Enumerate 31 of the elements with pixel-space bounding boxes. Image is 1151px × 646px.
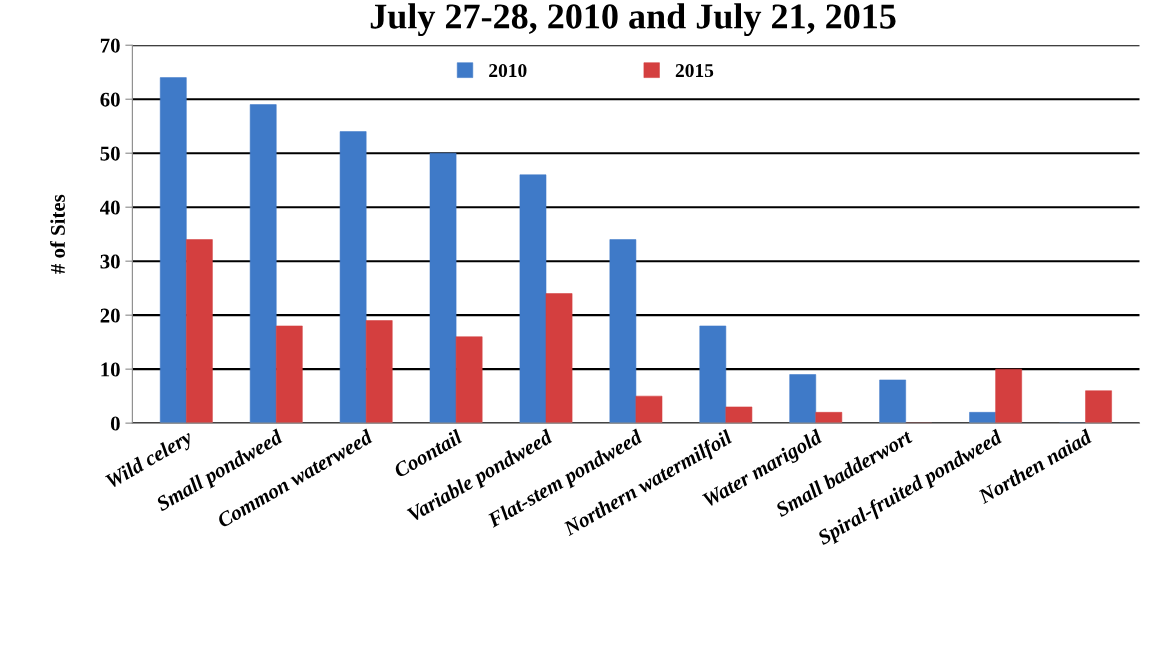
y-tick-label: 40 <box>100 200 120 215</box>
bar <box>186 239 213 424</box>
bar <box>545 293 573 424</box>
bar <box>275 325 303 424</box>
bar <box>609 239 637 424</box>
y-tick-label: 30 <box>100 254 120 269</box>
y-tick-label: 20 <box>100 308 120 323</box>
y-axis-title: # of Sites <box>50 194 65 274</box>
bar <box>249 104 277 424</box>
bar <box>879 379 906 424</box>
bar <box>455 336 483 424</box>
legend-label: 2010 <box>489 63 527 78</box>
y-tick-label: 0 <box>110 416 120 431</box>
bar <box>995 368 1022 424</box>
y-tick-label: 50 <box>100 146 120 161</box>
bar <box>519 174 547 424</box>
bar <box>1085 390 1112 424</box>
bar <box>429 152 457 424</box>
bar <box>159 77 187 424</box>
y-tick-label: 10 <box>101 362 120 377</box>
bar <box>635 395 663 424</box>
bar <box>365 320 393 424</box>
bar <box>789 374 817 424</box>
bar <box>725 406 753 424</box>
bar <box>699 325 727 424</box>
bar <box>815 412 843 424</box>
y-tick-label: 70 <box>100 38 120 53</box>
y-tick-label: 60 <box>100 92 120 107</box>
chart-title: July 27-28, 2010 and July 21, 2015 <box>370 3 896 37</box>
legend-label: 2015 <box>675 63 714 78</box>
bar <box>339 131 367 424</box>
